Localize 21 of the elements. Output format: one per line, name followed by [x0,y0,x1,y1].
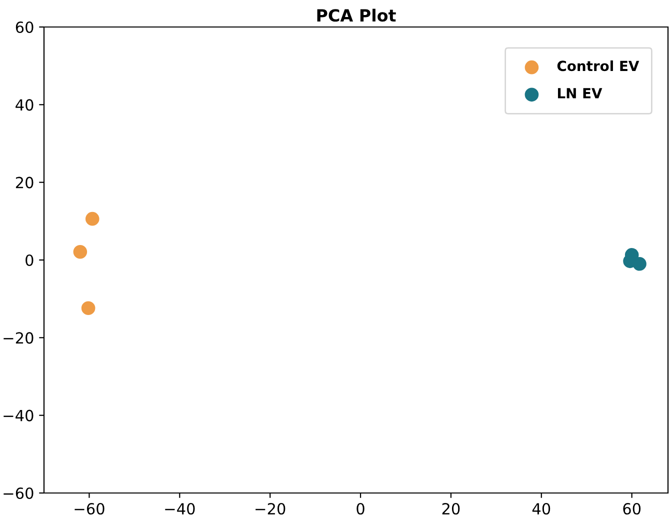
x-tick-label: −20 [256,502,286,515]
x-tick-label: 0 [356,502,364,515]
y-tick-label: −60 [4,487,34,500]
y-tick-label: 40 [16,99,34,111]
legend-label: Control EV [557,60,640,72]
chart-title: PCA Plot [317,8,396,22]
y-tick-label: 0 [26,254,34,266]
y-tick-label: 20 [16,176,34,188]
x-tick-label: 40 [532,502,550,515]
x-tick-label: 20 [442,502,460,515]
point [81,301,96,316]
y-tick-label: −20 [4,332,34,344]
legend-label: LN EV [558,88,602,98]
y-tick-label: −40 [4,410,34,422]
x-tick-label: 60 [623,502,641,515]
x-tick-label: −40 [165,502,195,515]
point [85,212,100,226]
x-tick-label: −60 [74,502,104,515]
point [73,244,88,259]
point [632,256,646,271]
y-tick-label: 60 [16,21,34,34]
